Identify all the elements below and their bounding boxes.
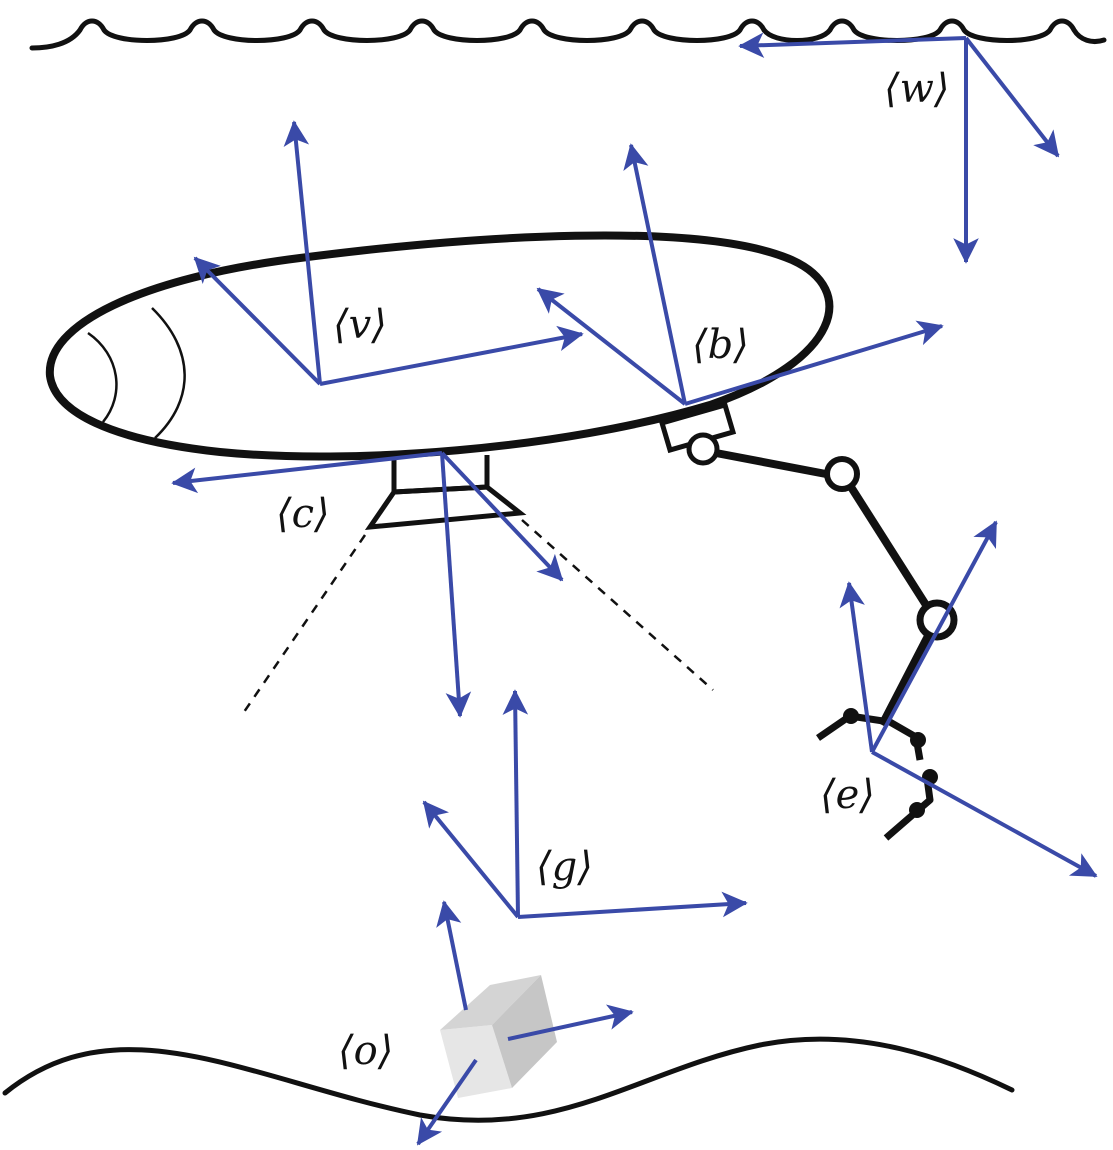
arm-link-3 bbox=[878, 634, 932, 727]
cube-side-face bbox=[492, 975, 557, 1088]
arm-base-mount bbox=[658, 401, 737, 454]
label-camera: ⟨c⟩ bbox=[276, 491, 330, 537]
vehicle-y-axis bbox=[193, 256, 322, 386]
water-surface bbox=[29, 18, 1107, 51]
camera-fov-left bbox=[242, 534, 367, 713]
camera-housing bbox=[242, 455, 714, 713]
object-y-axis bbox=[436, 900, 468, 1011]
label-body: ⟨b⟩ bbox=[692, 322, 749, 368]
end-effector-y-axis bbox=[839, 581, 874, 753]
object-x-axis bbox=[507, 1004, 634, 1041]
gripper-knuckle-2 bbox=[910, 732, 926, 748]
vehicle-hull bbox=[45, 231, 834, 461]
hull-nose-arc-outer bbox=[151, 307, 186, 439]
body-z-axis bbox=[623, 143, 687, 405]
camera-z-axis bbox=[440, 452, 472, 718]
arm-joint-elbow bbox=[824, 456, 860, 492]
goal-y-axis bbox=[422, 800, 520, 919]
seabed bbox=[2, 1036, 1015, 1123]
object-cube bbox=[440, 975, 557, 1098]
arm-link-1 bbox=[715, 449, 827, 478]
gripper-knuckle-4 bbox=[909, 802, 925, 818]
goal-x-axis bbox=[517, 891, 748, 919]
cube-top-face bbox=[440, 975, 541, 1030]
world-y-axis bbox=[964, 36, 1060, 158]
label-goal: ⟨g⟩ bbox=[536, 844, 593, 890]
label-vehicle: ⟨v⟩ bbox=[333, 302, 387, 348]
body-x-axis bbox=[684, 320, 944, 406]
end-effector-x-axis bbox=[871, 750, 1098, 878]
camera-fov-right bbox=[521, 519, 714, 691]
vehicle-x-axis bbox=[319, 325, 584, 386]
label-object: ⟨o⟩ bbox=[338, 1028, 393, 1074]
object-z-axis bbox=[416, 1058, 478, 1146]
manipulator-arm bbox=[658, 401, 958, 841]
camera-lens-trapezoid bbox=[364, 484, 527, 530]
camera-y-axis bbox=[440, 451, 564, 582]
end-effector-z-axis bbox=[870, 520, 998, 753]
gripper-knuckle-1 bbox=[843, 708, 859, 724]
world-x-axis bbox=[738, 32, 967, 58]
label-end-effector: ⟨e⟩ bbox=[820, 772, 875, 818]
goal-z-axis bbox=[502, 689, 529, 918]
hull-outline bbox=[45, 231, 834, 461]
vehicle-z-axis bbox=[283, 120, 322, 385]
camera-x-axis bbox=[171, 451, 443, 494]
hull-nose-arc-inner bbox=[87, 331, 118, 423]
label-world: ⟨w⟩ bbox=[884, 66, 949, 112]
frame-axes bbox=[171, 32, 1098, 1146]
arm-link-2 bbox=[847, 484, 930, 608]
body-y-axis bbox=[536, 287, 687, 406]
arm-joint-base bbox=[686, 432, 720, 466]
